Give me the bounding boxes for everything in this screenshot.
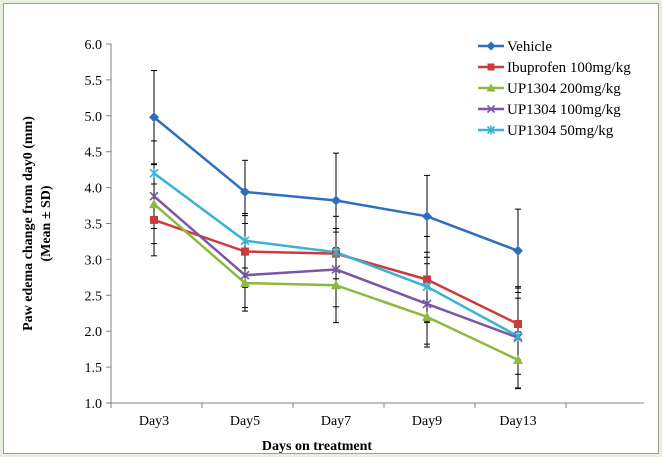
y-tick-label: 2.5: [85, 289, 103, 304]
y-axis-title-line1: Paw edema change from day0 (mm): [21, 116, 36, 331]
point-diamond: [422, 211, 432, 222]
chart-frame: Paw edema change from day0 (mm) (Mean ± S…: [3, 3, 659, 454]
y-tick-label: 4.0: [85, 182, 103, 197]
y-tick-label: 6.0: [85, 38, 103, 53]
x-tick-label: Day9: [412, 414, 442, 429]
point-square: [487, 63, 495, 71]
axes: [106, 43, 644, 408]
point-diamond: [331, 195, 341, 206]
point-triangle: [486, 83, 496, 92]
point-x: [422, 299, 432, 309]
point-triangle: [240, 278, 250, 288]
line-chart: Paw edema change from day0 (mm) (Mean ± S…: [21, 38, 644, 454]
legend-label: UP1304 50mg/kg: [507, 123, 614, 139]
point-square: [514, 320, 522, 329]
y-axis-title-line2: (Mean ± SD): [39, 185, 54, 261]
point-x: [240, 270, 250, 280]
point-diamond: [149, 112, 159, 123]
point-asterisk: [513, 331, 523, 342]
y-tick-label: 1.5: [85, 361, 103, 376]
legend-label: Ibuprofen 100mg/kg: [507, 60, 631, 76]
point-x: [331, 264, 341, 275]
y-tick-label: 5.0: [85, 110, 103, 125]
x-tick-label: Day13: [499, 414, 536, 429]
point-triangle: [422, 311, 432, 321]
y-tick-label: 4.5: [85, 146, 103, 161]
legend: Vehicle Ibuprofen 100mg/kg UP1304 200mg/kg…: [478, 39, 631, 139]
point-diamond: [240, 186, 250, 197]
point-square: [150, 215, 158, 224]
point-triangle: [513, 354, 523, 364]
x-tick-label: Day5: [230, 414, 260, 429]
point-asterisk: [486, 125, 496, 135]
y-tick-label: 5.5: [85, 74, 103, 89]
y-axis-title-group: Paw edema change from day0 (mm) (Mean ± S…: [21, 116, 54, 331]
point-asterisk: [422, 281, 432, 292]
x-tick-label: Day7: [321, 414, 351, 429]
series-markers: [149, 112, 523, 364]
point-asterisk: [149, 168, 159, 179]
y-tick-label: 1.0: [85, 397, 103, 412]
x-tick-label: Day3: [139, 414, 169, 429]
x-axis-title: Days on treatment: [262, 439, 373, 454]
point-triangle: [149, 199, 159, 209]
y-tick-label: 3.5: [85, 218, 103, 233]
point-x: [149, 191, 159, 201]
point-diamond: [486, 41, 496, 51]
legend-label: Vehicle: [507, 39, 552, 55]
point-asterisk: [331, 247, 341, 258]
point-triangle: [331, 280, 341, 290]
legend-label: UP1304 200mg/kg: [507, 81, 621, 97]
point-x: [486, 104, 496, 114]
tick-labels: 1.0 1.5 2.0 2.5 3.0 3.5 4.0 4.5 5.0 5.5 6.0 Day3 Day…: [85, 38, 537, 429]
y-tick-label: 2.0: [85, 325, 103, 340]
legend-label: UP1304 100mg/kg: [507, 102, 621, 118]
point-asterisk: [240, 235, 250, 246]
y-tick-label: 3.0: [85, 253, 103, 268]
point-diamond: [513, 245, 523, 256]
point-square: [241, 247, 249, 256]
point-square: [423, 275, 431, 284]
